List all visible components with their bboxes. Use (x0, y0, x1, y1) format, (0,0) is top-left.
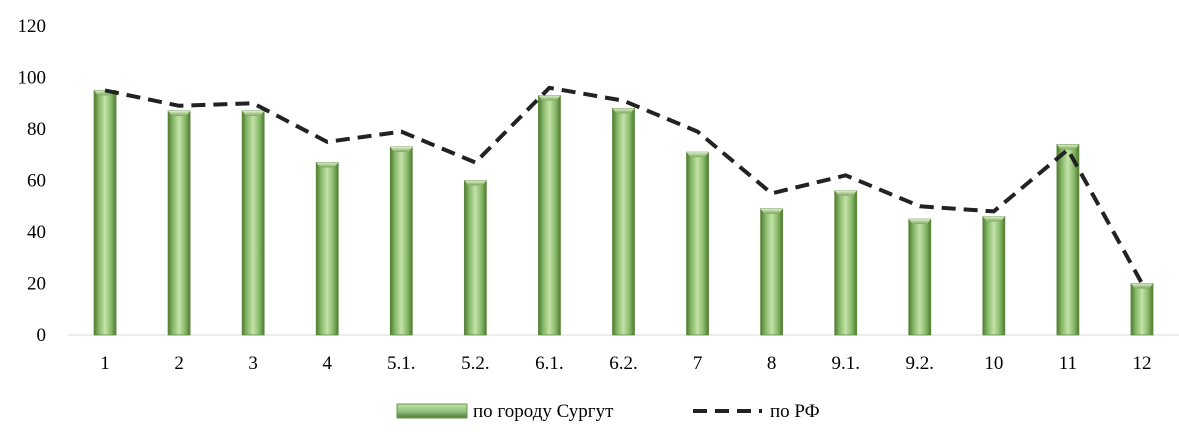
x-tick-label: 9.1. (831, 353, 860, 374)
legend-label-surgut: по городу Сургут (473, 401, 614, 422)
y-tick-label: 120 (18, 16, 47, 37)
y-tick-label: 40 (27, 222, 46, 243)
legend-swatch-surgut (396, 403, 468, 419)
bar (167, 110, 191, 336)
bar (93, 89, 117, 336)
bar (760, 208, 784, 336)
legend: по городу Сургут по РФ (396, 401, 820, 422)
y-tick-label: 0 (37, 325, 47, 346)
y-tick-label: 60 (27, 171, 46, 192)
bar-body (167, 110, 191, 336)
bar (463, 180, 487, 336)
bar-bevel (834, 190, 857, 196)
bar-body (612, 108, 635, 336)
bar-bevel (612, 108, 635, 114)
bar-body (834, 190, 858, 336)
bar (389, 146, 413, 336)
bar-body (241, 110, 265, 336)
y-tick-label: 100 (18, 68, 47, 89)
bar-body (982, 216, 1006, 336)
x-tick-label: 5.1. (387, 353, 416, 374)
bar-body (1130, 283, 1154, 336)
bar-bevel (242, 110, 265, 116)
bar (834, 190, 858, 336)
x-tick-label: 2 (174, 353, 184, 374)
x-tick-label: 3 (248, 353, 258, 374)
x-tick-label: 12 (1132, 353, 1151, 374)
bar-series-surgut (93, 89, 1154, 336)
bar-body (1056, 144, 1080, 336)
bar-bevel (686, 152, 709, 158)
bar-body (93, 89, 117, 336)
bar-body (315, 162, 339, 336)
x-tick-label: 6.1. (535, 353, 564, 374)
bar (241, 110, 265, 336)
bar-body (908, 218, 932, 336)
x-axis-tick-labels: 1 2 3 4 5.1. 5.2. 6.1. 6.2. 7 8 9.1. 9.2. 10 11 12 (100, 353, 1151, 374)
bar-bevel (168, 110, 191, 116)
bar (612, 108, 635, 336)
x-tick-label: 11 (1059, 353, 1077, 374)
bar-body (463, 180, 487, 336)
bar-body (538, 95, 561, 336)
bar-bevel (538, 95, 561, 101)
bar-bevel (464, 180, 487, 186)
x-tick-label: 10 (984, 353, 1003, 374)
bar-body (760, 208, 784, 336)
line-series-rf (104, 85, 1144, 285)
bar (538, 95, 561, 336)
y-axis-tick-labels: 0 20 40 60 80 100 120 (18, 16, 47, 346)
bar-bevel (1130, 283, 1153, 289)
bar (315, 162, 339, 336)
bar-bevel (908, 219, 931, 225)
x-tick-label: 7 (693, 353, 703, 374)
bar (1056, 144, 1080, 336)
bar-bevel (316, 162, 339, 168)
x-tick-label: 5.2. (461, 353, 490, 374)
bar (982, 216, 1006, 336)
bar-body (389, 146, 413, 336)
bar (1130, 283, 1154, 336)
bar-body (686, 151, 709, 336)
y-tick-label: 80 (27, 119, 46, 140)
bar-bevel (760, 208, 783, 214)
bar-bevel (390, 147, 413, 153)
bar-bevel (1056, 144, 1079, 150)
x-tick-label: 8 (767, 353, 777, 374)
bar-bevel (982, 216, 1005, 222)
legend-label-rf: по РФ (770, 401, 820, 422)
bar (686, 151, 709, 336)
x-tick-label: 1 (100, 353, 110, 374)
x-tick-label: 6.2. (609, 353, 638, 374)
y-tick-label: 20 (27, 274, 46, 295)
x-tick-label: 4 (322, 353, 332, 374)
x-tick-label: 9.2. (906, 353, 935, 374)
bar (908, 218, 932, 336)
